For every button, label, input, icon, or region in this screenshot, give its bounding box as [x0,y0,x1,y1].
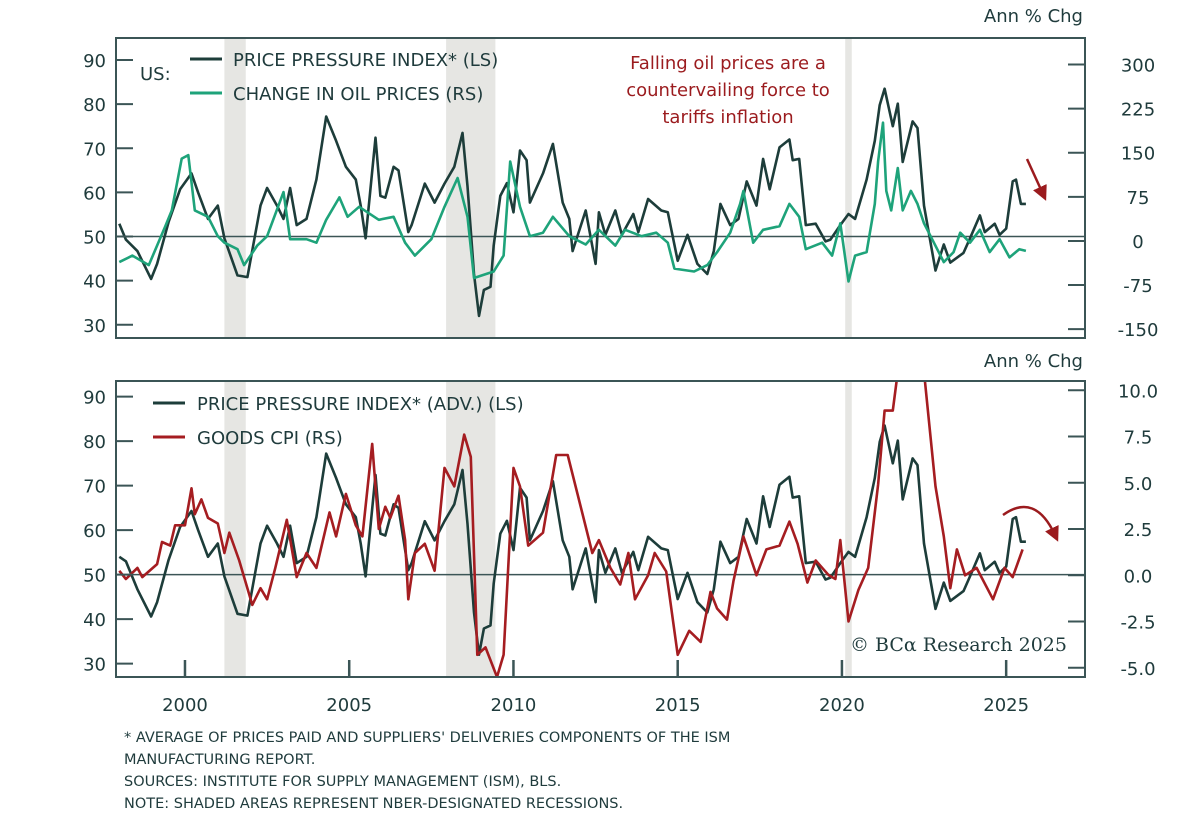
y-left-tick-label: 50 [83,566,106,587]
curved-down-arrow-icon [1002,505,1059,542]
legend-label-oil: CHANGE IN OIL PRICES (RS) [233,84,483,105]
top-right-axis-unit: Ann % Chg [984,6,1083,27]
y-right-tick-label: 150 [1121,144,1155,165]
y-right-tick-label: 10.0 [1118,381,1158,402]
top-panel: 30 40 50 60 70 80 90 -150 -75 0 75 150 225 300 [83,37,1159,341]
y-left-tick-label: 80 [83,432,106,453]
annotation-line-2: countervailing force to [626,80,830,101]
watermark: © BCα Research 2025 [850,634,1067,656]
series-line-oil [118,121,1027,283]
recession-shading [446,381,496,677]
recession-shading [224,38,246,338]
y-left-tick-label: 30 [83,655,106,676]
x-tick-label: 2005 [326,695,372,716]
plot-frame [115,37,1086,339]
y-right-tick-label: 225 [1121,100,1155,121]
footnote-note: NOTE: SHADED AREAS REPRESENT NBER-DESIGN… [124,796,624,812]
bottom-panel: 30 40 50 60 70 80 90 -5.0 -2.5 0.0 2.5 5.0 7.5 10.0 20… [83,380,1158,716]
annotation-line-3: tariffs inflation [662,107,793,128]
y-right-tick-label: -2.5 [1120,613,1155,634]
y-left-tick-label: 60 [83,521,106,542]
recession-shading [224,381,246,677]
y-right-tick-label: 0 [1132,232,1143,253]
x-tick-label: 2015 [655,695,701,716]
series-line-ppi [118,87,1026,318]
y-left-tick-label: 80 [83,95,106,116]
y-left-tick-label: 70 [83,139,106,160]
y-right-tick-label: 300 [1121,55,1155,76]
series-line-ppi [118,424,1026,657]
y-right-tick-label: -75 [1123,276,1152,297]
y-left-tick-label: 40 [83,272,106,293]
footnotes: * AVERAGE OF PRICES PAID AND SUPPLIERS' … [124,727,730,815]
y-right-tick-label: -150 [1118,320,1159,341]
y-left-tick-label: 90 [83,51,106,72]
x-tick-label: 2020 [819,695,865,716]
series-line-cpi [118,382,1024,676]
x-tick-label: 2010 [491,695,537,716]
x-tick-label: 2000 [162,695,208,716]
y-left-tick-label: 70 [83,477,106,498]
bottom-right-axis-unit: Ann % Chg [984,351,1083,372]
y-right-tick-label: 75 [1127,188,1150,209]
x-tick-label: 2025 [983,695,1029,716]
y-right-tick-label: -5.0 [1120,659,1155,680]
y-right-tick-label: 0.0 [1124,566,1153,587]
recession-shading [845,38,852,338]
y-left-tick-label: 60 [83,183,106,204]
footnote-definition-1: * AVERAGE OF PRICES PAID AND SUPPLIERS' … [124,730,731,746]
y-left-tick-label: 30 [83,316,106,337]
annotation-line-1: Falling oil prices are a [630,53,826,74]
footnote-sources: SOURCES: INSTITUTE FOR SUPPLY MANAGEMENT… [124,774,562,790]
legend-label-cpi: GOODS CPI (RS) [197,428,343,449]
plot-frame [115,380,1086,678]
region-label: US: [140,64,171,85]
y-right-tick-label: 2.5 [1124,520,1153,541]
y-left-tick-label: 50 [83,228,106,249]
y-right-tick-label: 5.0 [1124,474,1153,495]
y-right-tick-label: 7.5 [1124,428,1153,449]
down-arrow-icon [1025,158,1047,201]
footnote-definition-2: MANUFACTURING REPORT. [124,752,316,768]
y-left-tick-label: 90 [83,388,106,409]
legend-label-ppi-adv: PRICE PRESSURE INDEX* (ADV.) (LS) [197,394,524,415]
y-left-tick-label: 40 [83,610,106,631]
recession-shading [845,381,852,677]
legend-label-ppi: PRICE PRESSURE INDEX* (LS) [233,50,498,71]
